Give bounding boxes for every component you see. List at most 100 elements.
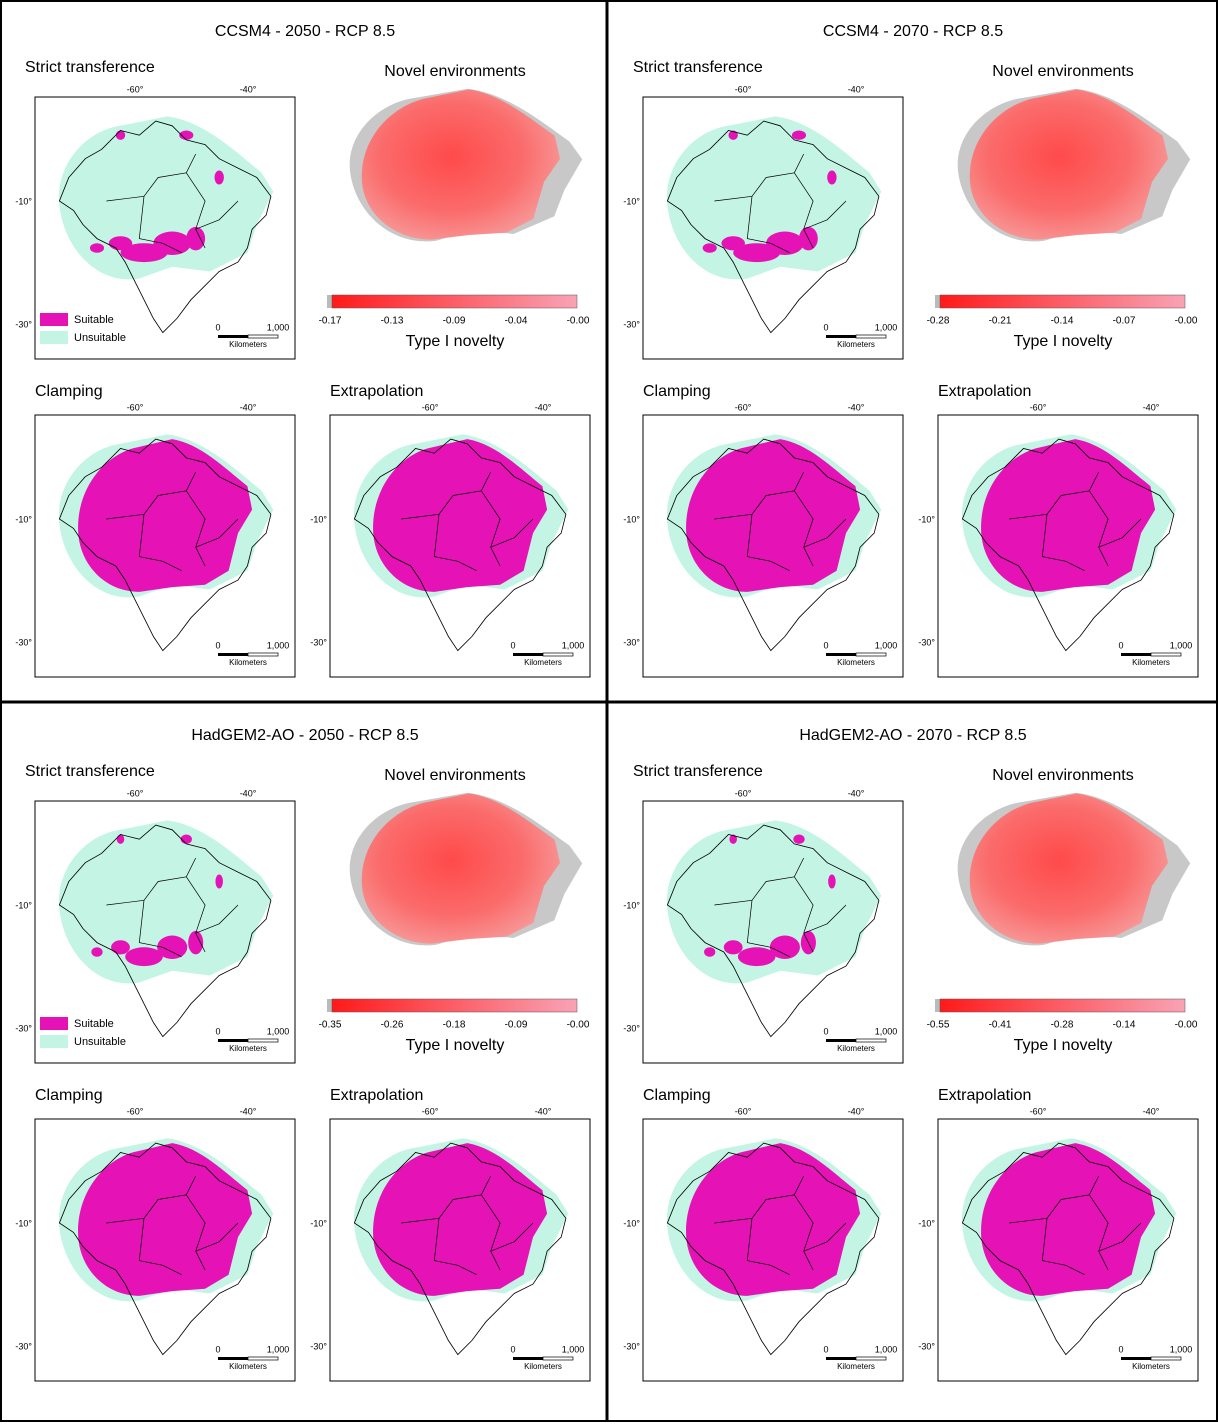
lat-tick-label: -10° — [15, 1218, 32, 1228]
lon-tick-label: -40° — [848, 788, 865, 798]
colorbar-tick-label: -0.13 — [381, 316, 404, 327]
lat-tick-label: -30° — [15, 637, 32, 647]
suitable-patch — [704, 947, 715, 956]
scale-bar — [856, 653, 886, 656]
scale-bar — [1151, 653, 1181, 656]
colorbar-zero — [327, 999, 332, 1012]
scale-label: Kilometers — [1132, 1362, 1170, 1371]
suitable-patch — [215, 874, 223, 888]
legend-swatch — [40, 313, 68, 326]
lon-tick-label: -40° — [1143, 402, 1160, 412]
colorbar-tick-label: -0.28 — [1051, 1020, 1074, 1031]
subpanel-title: Clamping — [643, 1087, 711, 1104]
panel-title: CCSM4 - 2050 - RCP 8.5 — [215, 23, 395, 40]
scale-bar — [248, 335, 278, 338]
lat-tick-label: -10° — [623, 1218, 640, 1228]
lon-tick-label: -40° — [240, 1106, 257, 1116]
scale-bar — [1151, 1357, 1181, 1360]
lat-tick-label: -10° — [623, 514, 640, 524]
scale-label: 1,000 — [875, 322, 898, 332]
panel-title: HadGEM2-AO - 2050 - RCP 8.5 — [191, 727, 418, 744]
scale-label: 1,000 — [267, 1026, 290, 1036]
lat-tick-label: -30° — [623, 1341, 640, 1351]
scale-bar — [1121, 1357, 1151, 1360]
colorbar-zero — [935, 295, 940, 308]
subpanel-title: Clamping — [35, 383, 103, 400]
lat-tick-label: -30° — [918, 637, 935, 647]
scale-bar — [513, 653, 543, 656]
lon-tick-label: -40° — [535, 402, 552, 412]
colorbar-tick-label: -0.04 — [505, 316, 528, 327]
scale-label: 0 — [823, 640, 828, 650]
scale-bar — [856, 335, 886, 338]
colorbar-tick-label: -0.00 — [567, 316, 590, 327]
scale-bar — [826, 1357, 856, 1360]
lon-tick-label: -40° — [848, 84, 865, 94]
legend-swatch — [40, 331, 68, 344]
colorbar-tick-label: -0.00 — [1175, 316, 1198, 327]
legend-swatch — [40, 1035, 68, 1048]
colorbar-tick-label: -0.26 — [381, 1020, 404, 1031]
colorbar-tick-label: -0.14 — [1051, 316, 1074, 327]
lat-tick-label: -10° — [918, 514, 935, 524]
lat-tick-label: -10° — [310, 1218, 327, 1228]
legend-label: Suitable — [74, 1018, 114, 1030]
subpanel-title: Extrapolation — [330, 383, 423, 400]
scale-label: 1,000 — [875, 640, 898, 650]
colorbar-tick-label: -0.00 — [567, 1020, 590, 1031]
lat-tick-label: -30° — [623, 1023, 640, 1033]
scale-label: Kilometers — [837, 658, 875, 667]
colorbar-tick-label: -0.14 — [1113, 1020, 1136, 1031]
colorbar — [940, 295, 1185, 308]
colorbar-zero — [327, 295, 332, 308]
scale-bar — [543, 1357, 573, 1360]
lat-tick-label: -10° — [15, 514, 32, 524]
legend-label: Unsuitable — [74, 1036, 126, 1048]
panel-group: CCSM4 - 2050 - RCP 8.5 Strict transferenc… — [15, 23, 590, 677]
suitable-patch — [766, 232, 804, 256]
colorbar-tick-label: -0.55 — [927, 1020, 950, 1031]
lon-tick-label: -40° — [1143, 1106, 1160, 1116]
suitable-patch — [188, 931, 203, 955]
lat-tick-label: -10° — [310, 514, 327, 524]
colorbar — [940, 999, 1185, 1012]
legend-label: Suitable — [74, 314, 114, 326]
subpanel-title: Clamping — [643, 383, 711, 400]
lat-tick-label: -30° — [310, 1341, 327, 1351]
lon-tick-label: -60° — [735, 84, 752, 94]
suitable-patch — [793, 835, 804, 844]
scale-label: Kilometers — [837, 340, 875, 349]
scale-label: Kilometers — [229, 1044, 267, 1053]
subpanel-title: Novel environments — [384, 767, 525, 784]
colorbar-tick-label: -0.18 — [443, 1020, 466, 1031]
lon-tick-label: -60° — [422, 402, 439, 412]
lon-tick-label: -60° — [735, 402, 752, 412]
scale-label: Kilometers — [524, 658, 562, 667]
subpanel-title: Extrapolation — [330, 1087, 423, 1104]
scale-label: Kilometers — [229, 1362, 267, 1371]
lat-tick-label: -10° — [15, 900, 32, 910]
scale-label: 1,000 — [1170, 1344, 1193, 1354]
lon-tick-label: -60° — [127, 402, 144, 412]
colorbar-zero — [935, 999, 940, 1012]
lon-tick-label: -40° — [240, 788, 257, 798]
novelty-map — [350, 793, 583, 946]
panel-title: HadGEM2-AO - 2070 - RCP 8.5 — [799, 727, 1026, 744]
subpanel-title: Strict transference — [25, 59, 155, 76]
scale-label: 0 — [215, 640, 220, 650]
scale-label: 1,000 — [1170, 640, 1193, 650]
legend-label: Unsuitable — [74, 332, 126, 344]
novelty-map — [958, 89, 1191, 242]
scale-label: 0 — [823, 1026, 828, 1036]
colorbar-tick-label: -0.41 — [989, 1020, 1012, 1031]
colorbar — [332, 295, 577, 308]
scale-bar — [856, 1039, 886, 1042]
scale-bar — [248, 1039, 278, 1042]
lat-tick-label: -30° — [918, 1341, 935, 1351]
lon-tick-label: -60° — [735, 788, 752, 798]
scale-label: 1,000 — [267, 640, 290, 650]
colorbar-tick-label: -0.00 — [1175, 1020, 1198, 1031]
scale-label: 0 — [510, 640, 515, 650]
subpanel-title: Novel environments — [384, 63, 525, 80]
scale-label: 0 — [1118, 1344, 1123, 1354]
